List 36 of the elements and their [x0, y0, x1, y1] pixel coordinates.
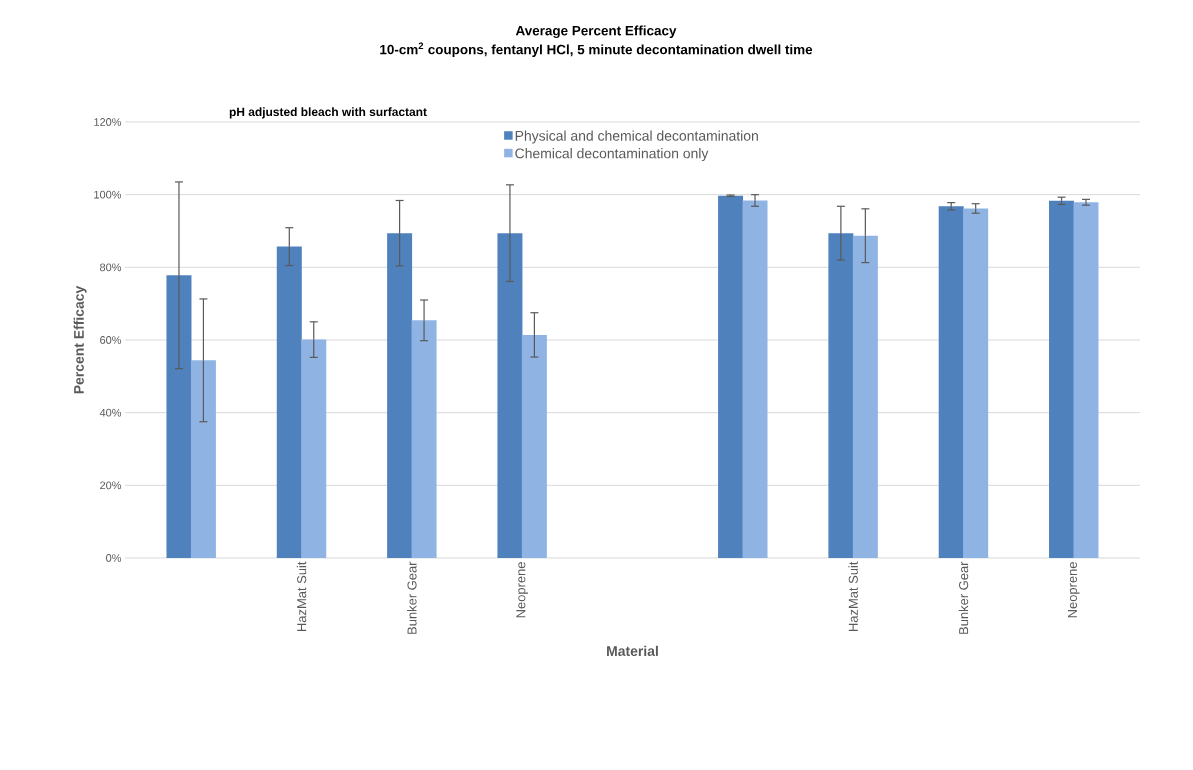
x-tick-label: Bunker Gear	[958, 561, 969, 634]
y-tick-label: 40%	[99, 408, 122, 417]
bar	[718, 195, 744, 558]
bar	[938, 206, 964, 558]
bar	[1073, 202, 1099, 558]
bar	[276, 246, 302, 558]
bar	[521, 334, 547, 558]
y-tick-label: 80%	[100, 263, 122, 272]
text: pH adjusted bleach with surfactant	[229, 107, 427, 119]
chart-title: Average Percent Efficacy	[515, 25, 677, 39]
x-tick-label: Neoprene	[1067, 562, 1080, 618]
bar	[1049, 200, 1075, 558]
legend-label: Physical and chemical decontamination	[515, 130, 758, 144]
x-tick-label: Neoprene	[516, 562, 528, 618]
bar	[497, 233, 523, 558]
bar	[387, 233, 413, 558]
x-tick-label: HazMat Suit	[848, 561, 858, 631]
bar	[852, 235, 878, 558]
bar	[411, 320, 437, 558]
x-tick-label: HazMat Suit	[296, 561, 307, 631]
y-tick-label: 0%	[106, 554, 122, 562]
y-tick-label: 120%	[94, 118, 122, 126]
bar	[190, 360, 216, 558]
bar	[301, 339, 327, 558]
x-tick-label: Bunker Gear	[407, 561, 417, 634]
bar	[828, 233, 854, 558]
y-tick-label: 20%	[100, 481, 122, 490]
y-tick-label: 100%	[94, 190, 122, 199]
bar	[963, 208, 989, 558]
x-axis-title: Material	[607, 645, 658, 657]
bar	[742, 200, 768, 558]
y-tick-label: 60%	[100, 336, 122, 344]
chart-subtitle: 10-cm$^{2}$ coupons, fentanyl HCl, 5 minute decontamination dwell time	[380, 42, 813, 57]
legend-label: Chemical decontamination only	[515, 148, 709, 162]
y-axis-title: Percent Efficacy	[73, 285, 87, 394]
bar	[166, 275, 192, 558]
